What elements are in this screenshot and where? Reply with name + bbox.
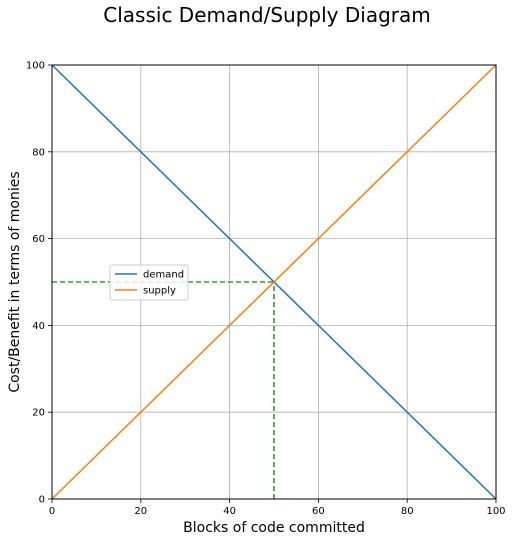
chart-title: Classic Demand/Supply Diagram <box>103 3 430 27</box>
series-lines <box>51 64 497 500</box>
x-tick-label-0: 0 <box>49 506 55 517</box>
guide-lines <box>52 281 275 499</box>
x-axis-label: Blocks of code committed <box>183 520 365 536</box>
y-tick-label-40: 40 <box>32 321 45 332</box>
y-tick-label-80: 80 <box>32 147 45 158</box>
y-tick-label-20: 20 <box>32 408 45 419</box>
x-tick-label-40: 40 <box>223 506 236 517</box>
x-tick-label-20: 20 <box>134 506 147 517</box>
x-tick-label-60: 60 <box>312 506 325 517</box>
x-tick-label-80: 80 <box>401 506 414 517</box>
legend-label-supply: supply <box>143 286 176 297</box>
y-tick-label-0: 0 <box>39 495 45 506</box>
supply-line <box>51 64 497 500</box>
legend: demand supply <box>109 264 189 301</box>
y-tick-label-100: 100 <box>26 61 45 72</box>
x-tick-label-100: 100 <box>486 506 505 517</box>
legend-label-demand: demand <box>143 270 184 281</box>
y-axis-label: Cost/Benefit in terms of monies <box>7 171 23 392</box>
plot-frame <box>51 64 497 500</box>
y-tick-label-60: 60 <box>32 234 45 245</box>
axis-ticks: 0 20 40 60 80 100 0 20 40 60 80 100 <box>26 61 506 518</box>
